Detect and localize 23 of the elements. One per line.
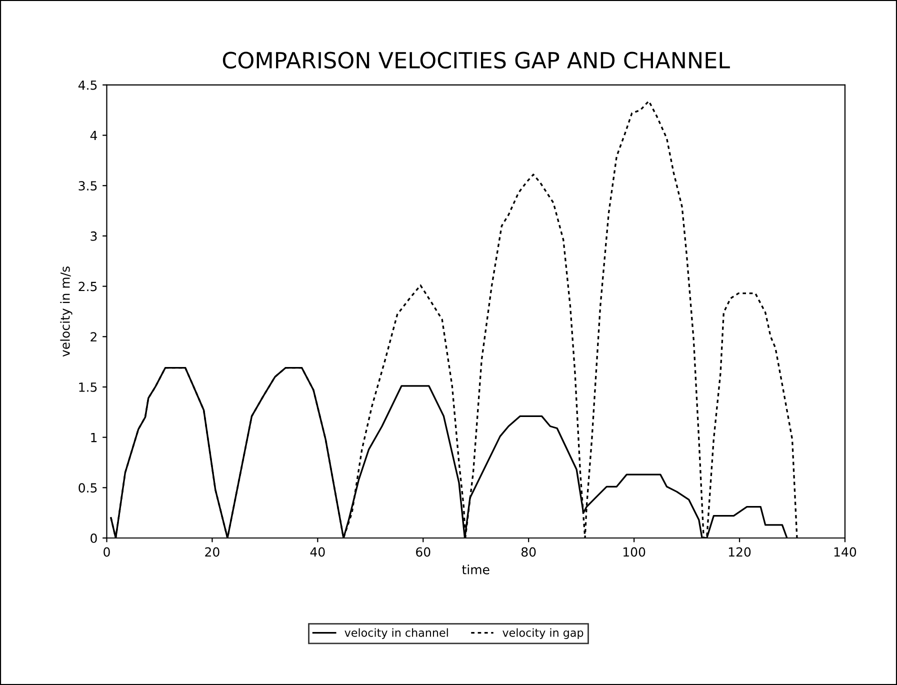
x-tick-label: 60 [416,547,430,557]
y-tick-label: 4 [90,130,98,140]
x-tick-label: 120 [728,547,751,557]
y-tick-label: 2.5 [78,282,97,292]
x-tick-label: 140 [834,547,856,557]
x-tick-label: 0 [104,547,110,557]
x-axis-title: time [462,564,490,574]
chart-title: COMPARISON VELOCITIES GAP AND CHANNEL [222,52,730,69]
x-tick-label: 80 [521,547,536,557]
x-tick-label: 20 [205,547,220,557]
legend-label: velocity in channel [344,628,448,639]
y-tick-label: 1 [91,432,97,442]
y-tick-label: 0 [90,533,97,543]
x-tick-label: 100 [623,547,646,557]
y-tick-label: 3.5 [78,181,97,191]
legend-label: velocity in gap [502,628,584,639]
y-tick-label: 1.5 [79,382,97,392]
x-tick-label: 40 [310,547,325,557]
y-axis-title: velocity in m/s [60,266,72,357]
y-tick-label: 0.5 [78,483,97,493]
y-tick-label: 3 [90,231,97,241]
y-tick-label: 4.5 [78,80,97,90]
y-tick-label: 2 [90,332,96,342]
